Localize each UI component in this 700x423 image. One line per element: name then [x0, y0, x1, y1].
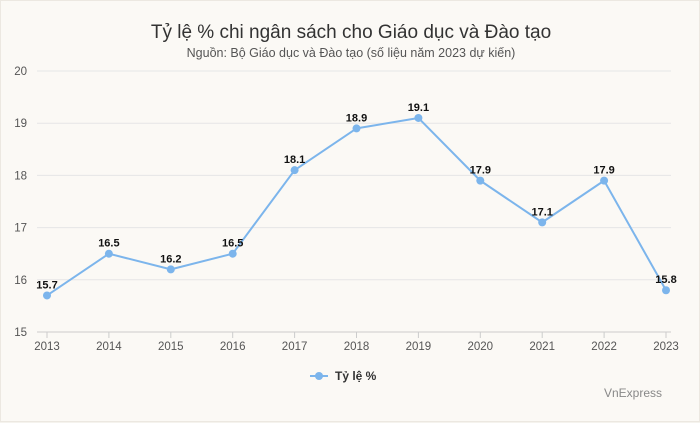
- y-tick-label: 20: [14, 66, 27, 78]
- legend[interactable]: Tỷ lệ %: [310, 369, 377, 383]
- data-point: [352, 124, 361, 133]
- data-label: 17.9: [470, 165, 491, 177]
- data-label: 17.1: [531, 206, 552, 218]
- x-tick-label: 2017: [282, 341, 308, 353]
- data-point: [476, 176, 485, 185]
- x-tick-label: 2020: [468, 341, 494, 353]
- data-point: [104, 249, 113, 258]
- x-tick-label: 2022: [591, 341, 617, 353]
- data-point: [414, 113, 423, 122]
- y-tick-label: 19: [14, 118, 27, 130]
- data-point: [290, 166, 299, 175]
- data-label: 16.5: [98, 238, 119, 250]
- data-label: 15.8: [655, 274, 676, 286]
- series-line: [46, 116, 667, 297]
- data-label: 17.9: [593, 165, 614, 177]
- data-point: [662, 286, 670, 295]
- y-tick-label: 17: [14, 223, 27, 235]
- x-tick-label: 2014: [96, 341, 122, 353]
- chart-title: Tỷ lệ % chi ngân sách cho Giáo dục và Đà…: [151, 22, 551, 43]
- legend-marker: [315, 372, 323, 380]
- data-point: [43, 291, 51, 300]
- data-label: 19.1: [408, 102, 429, 114]
- data-label: 18.9: [346, 112, 367, 124]
- chart-subtitle: Nguồn: Bộ Giáo dục và Đào tạo (số liệu n…: [187, 46, 516, 60]
- data-point: [228, 249, 237, 258]
- data-point: [166, 265, 175, 274]
- data-label: 16.5: [222, 238, 243, 250]
- data-point: [600, 176, 609, 185]
- data-label: 18.1: [284, 154, 305, 166]
- data-point: [538, 218, 547, 227]
- legend-label[interactable]: Tỷ lệ %: [335, 369, 377, 383]
- y-tick-label: 15: [14, 327, 27, 339]
- y-tick-label: 16: [14, 275, 27, 287]
- x-tick-label: 2021: [529, 341, 555, 353]
- series-layer: [43, 113, 670, 300]
- credit-label: VnExpress: [604, 386, 662, 400]
- x-axis: 2013 2014 2015 2016 2017 2018 2019 2020 2021 2022…: [34, 331, 679, 353]
- x-tick-label: 2015: [158, 341, 184, 353]
- x-tick-label: 2019: [406, 341, 432, 353]
- x-tick-label: 2016: [220, 341, 246, 353]
- x-tick-label: 2018: [344, 341, 370, 353]
- x-tick-label: 2023: [653, 341, 679, 353]
- y-axis: 15 16 17 18 19 20: [14, 66, 27, 339]
- data-label: 15.7: [36, 279, 57, 291]
- data-label: 16.2: [160, 253, 181, 265]
- y-tick-label: 18: [14, 170, 27, 182]
- data-labels: 15.7 16.5 16.2 16.5 18.1 18.9 19.1 17.9 17.1 17.9…: [36, 102, 676, 291]
- x-tick-label: 2013: [34, 341, 60, 353]
- gridlines: [37, 70, 671, 333]
